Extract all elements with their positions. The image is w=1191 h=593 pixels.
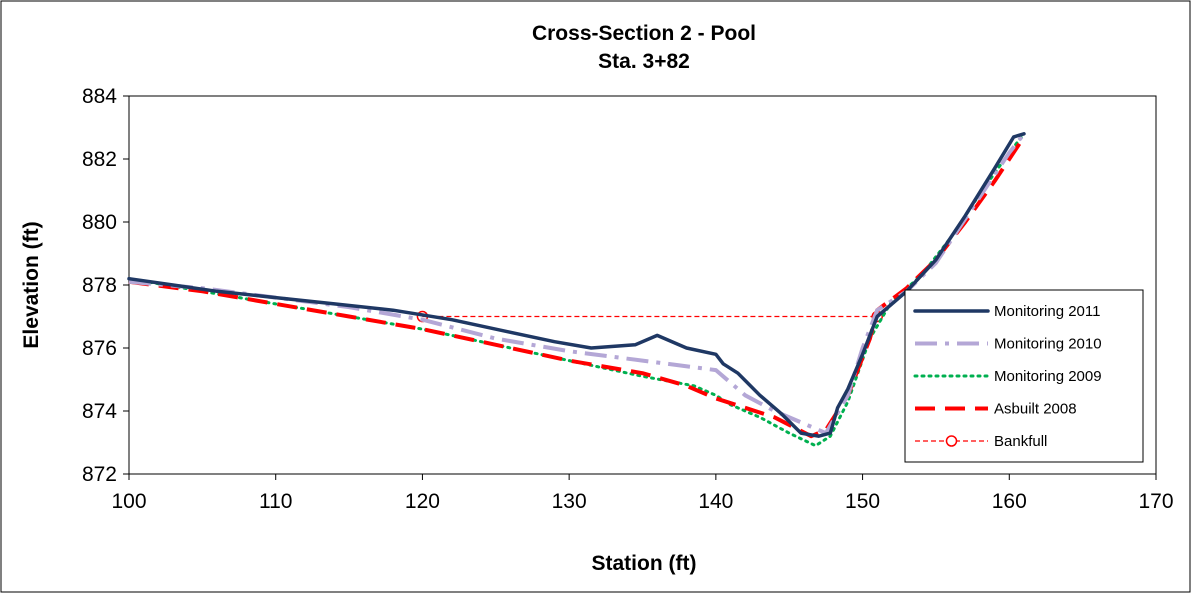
x-tick-label: 170: [1138, 490, 1173, 513]
legend-label-monitoring-2010: Monitoring 2010: [994, 336, 1102, 353]
x-tick-label: 160: [992, 490, 1027, 513]
y-tick-label: 882: [82, 148, 117, 171]
x-tick-label: 130: [552, 490, 587, 513]
x-axis: 100 110 120 130 140 150 160 170: [111, 474, 1174, 513]
legend: Monitoring 2011 Monitoring 2010 Monitoring…: [904, 289, 1144, 463]
y-tick-label: 874: [82, 400, 117, 423]
y-tick-label: 872: [82, 463, 117, 486]
legend-marker-bankfull: [945, 435, 958, 447]
y-tick-label: 880: [82, 211, 117, 234]
x-tick-label: 140: [698, 490, 733, 513]
legend-label-monitoring-2009: Monitoring 2009: [994, 368, 1102, 385]
legend-label-bankfull: Bankfull: [994, 433, 1047, 450]
chart-subtitle: Sta. 3+82: [598, 50, 690, 73]
x-axis-title: Station (ft): [592, 552, 697, 575]
legend-label-monitoring-2011: Monitoring 2011: [994, 303, 1100, 320]
x-tick-label: 120: [405, 490, 440, 513]
y-tick-label: 876: [82, 337, 117, 360]
y-tick-label: 884: [82, 85, 117, 108]
chart-title: Cross-Section 2 - Pool: [532, 22, 756, 45]
x-tick-label: 100: [111, 490, 146, 513]
x-tick-label: 150: [845, 490, 880, 513]
x-tick-label: 110: [259, 490, 292, 513]
y-axis-title: Elevation (ft): [20, 221, 43, 348]
legend-label-asbuilt-2008: Asbuilt 2008: [994, 401, 1077, 418]
y-tick-label: 878: [82, 274, 117, 297]
y-axis: 872 874 876 878 880 882 884: [82, 85, 129, 486]
